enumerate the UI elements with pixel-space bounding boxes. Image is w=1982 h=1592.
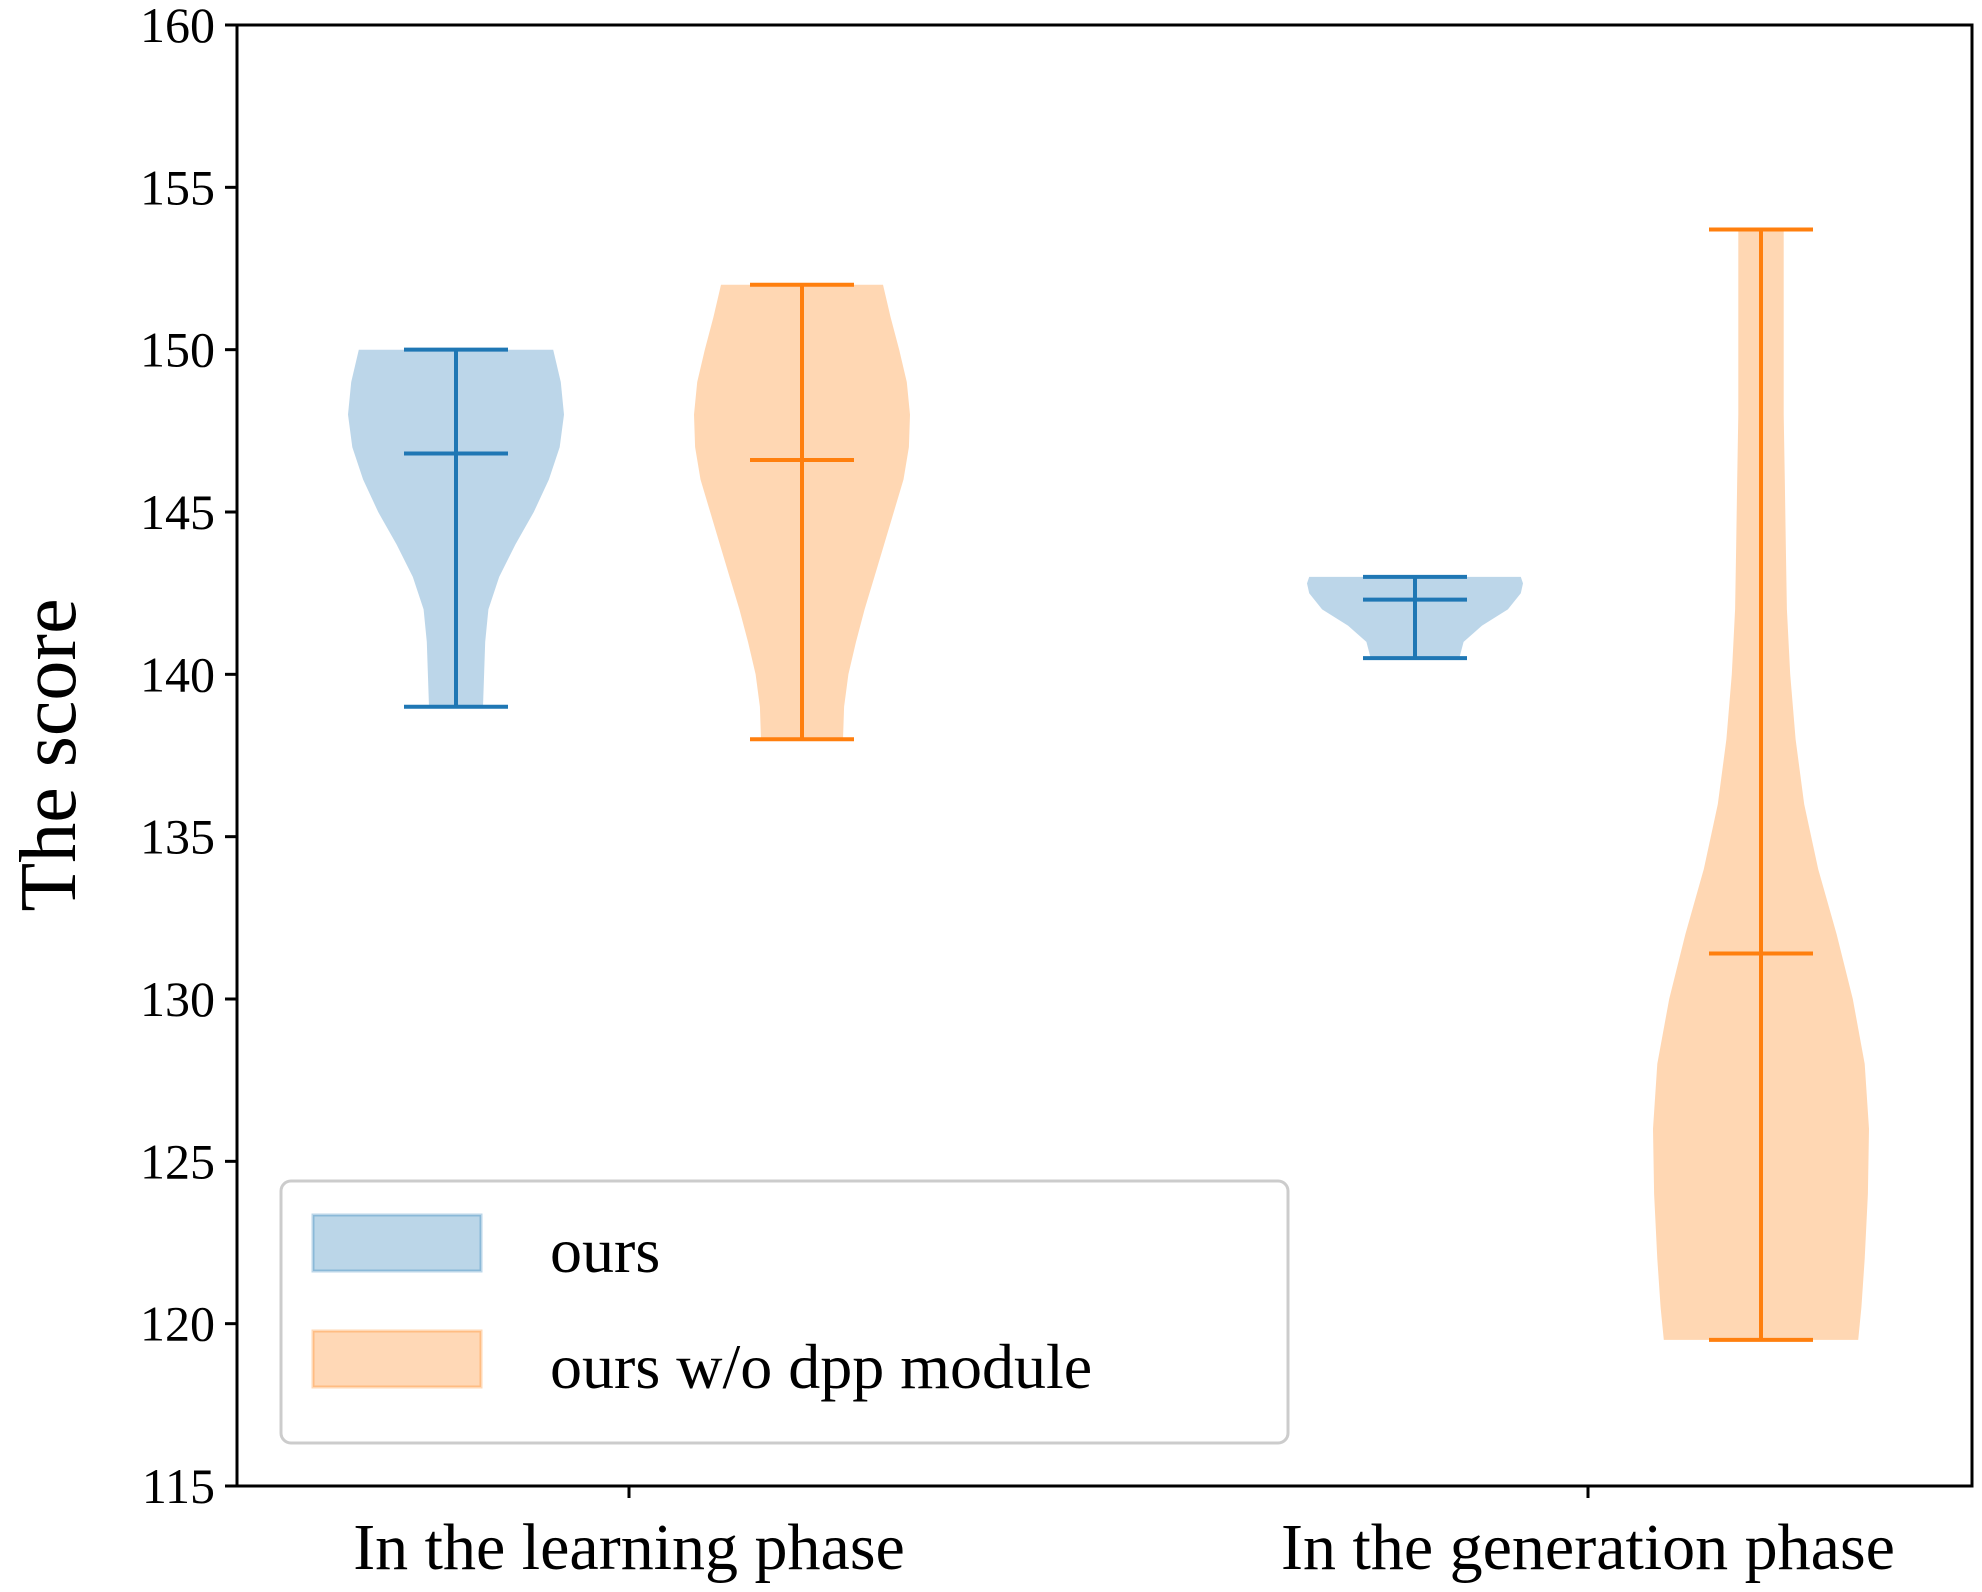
x-tick-label: In the learning phase: [353, 1511, 905, 1584]
y-axis-label: The score: [5, 598, 93, 911]
violin-layer: [348, 229, 1869, 1340]
legend-label-ours-wo-dpp: ours w/o dpp module: [550, 1331, 1092, 1402]
x-axis: In the learning phase In the generation p…: [353, 1486, 1895, 1584]
legend-swatch-ours: [311, 1213, 483, 1273]
y-tick-label: 140: [140, 646, 215, 702]
y-tick-label: 150: [140, 322, 215, 378]
y-tick-label: 130: [140, 971, 215, 1027]
statistic-lines-layer: [404, 227, 1813, 1342]
y-tick-label: 160: [140, 0, 215, 53]
y-tick-label: 135: [140, 809, 215, 865]
legend-swatch-ours-wo-dpp: [311, 1329, 483, 1389]
y-tick-label: 115: [142, 1458, 215, 1514]
x-tick-label: In the generation phase: [1281, 1511, 1895, 1584]
plot-area-frame: [235, 23, 1974, 1488]
legend-label-ours: ours: [550, 1215, 660, 1286]
y-tick-label: 145: [140, 484, 215, 540]
legend-box: [279, 1179, 1290, 1445]
legend: ours ours w/o dpp module: [279, 1179, 1290, 1445]
y-tick-label: 120: [140, 1296, 215, 1352]
y-tick-label: 125: [140, 1133, 215, 1189]
y-tick-label: 155: [140, 159, 215, 215]
y-axis: 115 120 125 130 135 140 145 150 155 160: [140, 0, 237, 1514]
